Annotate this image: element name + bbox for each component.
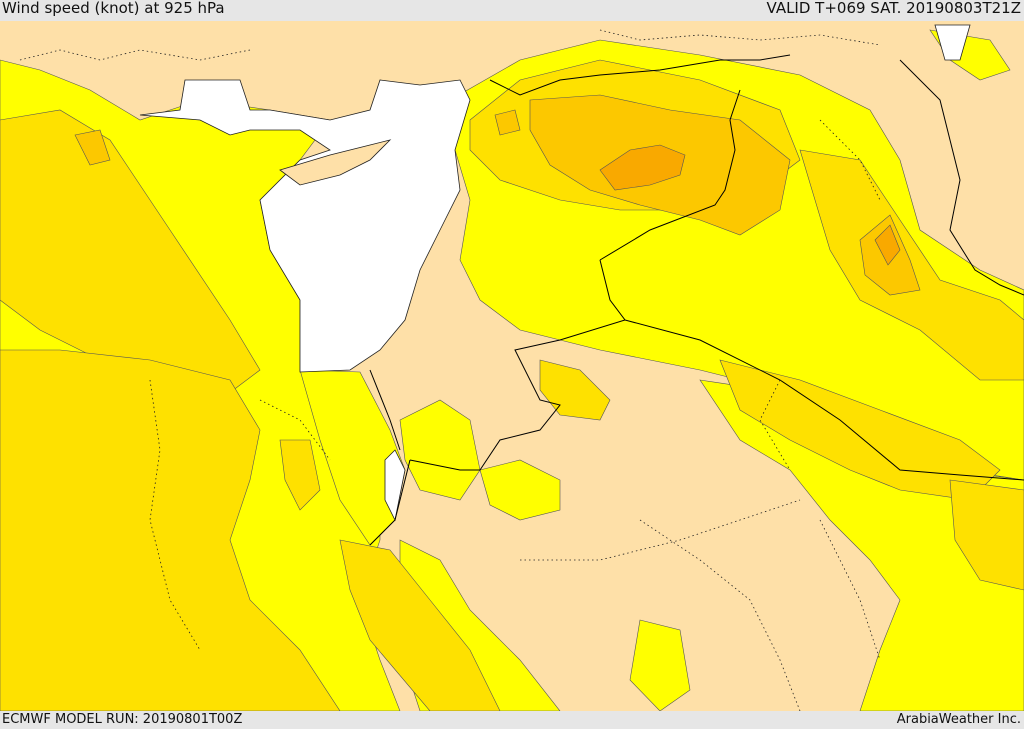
sinai-band-3-patch [279,439,321,511]
dotted-sinai [259,399,331,461]
dotted-saudi-central [639,519,801,711]
country-borders [369,54,1024,546]
border-egypt-sinai [369,369,401,451]
syria-band-5-core [599,144,686,191]
sea-areas [139,24,971,522]
band-level-5 [599,144,901,266]
dotted-iraq [819,119,881,201]
map-header: Wind speed (knot) at 925 hPa VALID T+069… [0,0,1024,21]
south-arabia-yellow-patch [629,619,691,711]
cyprus-island [279,139,392,186]
border-syria-iraq [599,89,741,261]
dotted-saudi-east [819,519,881,661]
border-jordan [409,259,626,471]
border-egypt-sudan [369,459,411,546]
red-sea-gulf-of-aqaba [384,449,406,522]
mediterranean-sea [139,79,471,373]
central-arabia-yellow-patch [479,459,561,521]
map-footer: ECMWF MODEL RUN: 20190801T00Z ArabiaWeat… [0,711,1024,729]
northeast-water [934,24,971,61]
southeast-band-3-region [949,479,1024,591]
dotted-iraq-south [759,379,791,471]
model-run: ECMWF MODEL RUN: 20190801T00Z [2,712,243,727]
map-title: Wind speed (knot) at 925 hPa [2,0,225,17]
iraq-band-5-core [874,224,901,266]
libya-band-4-patch [74,129,111,166]
border-iran-iraq [899,59,1024,296]
dotted-saudi-north [520,499,801,561]
jordan-yellow-strip [399,399,481,501]
internal-boundaries [19,29,881,711]
coastal-band-4-patch [494,109,521,136]
red-sea-band-3-strip [339,539,501,711]
valid-time: VALID T+069 SAT. 20190803T21Z [766,0,1021,17]
wind-speed-map [0,21,1024,711]
map-svg [0,21,1024,711]
dotted-egypt [149,379,201,651]
provider: ArabiaWeather Inc. [896,712,1021,727]
border-turkey-syria [489,54,791,96]
iraq-band-3-region [799,149,1024,381]
border-iraq-saudi [624,319,1024,481]
egypt-band-3-region [0,349,341,711]
jordan-band-3-patch [539,359,611,421]
dotted-turkey [599,29,881,46]
